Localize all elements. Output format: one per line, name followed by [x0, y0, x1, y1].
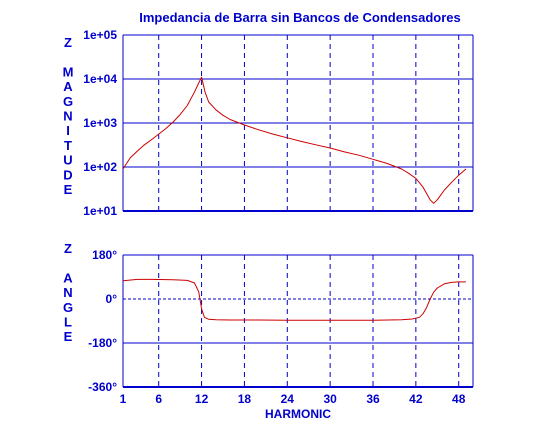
y-label-letter: G — [63, 300, 73, 315]
grid — [123, 34, 473, 388]
y-label-letter: Z — [64, 35, 72, 50]
y-label-letter: D — [63, 167, 72, 182]
x-tick-label: 18 — [238, 392, 252, 406]
x-tick-label: 6 — [155, 392, 162, 406]
y-label-letter: M — [63, 64, 74, 79]
axes — [122, 35, 474, 387]
x-tick-label: 48 — [452, 392, 466, 406]
mag-tick-label: 1e+01 — [83, 204, 117, 218]
mag-tick-label: 1e+02 — [83, 160, 117, 174]
y-label-letter: I — [66, 123, 70, 138]
magnitude-curve — [122, 76, 467, 204]
y-label-letter: N — [63, 109, 72, 124]
x-tick-label: 42 — [409, 392, 423, 406]
ang-tick-label: 0° — [106, 292, 118, 306]
ang-tick-label: 180° — [92, 248, 117, 262]
mag-tick-label: 1e+03 — [83, 116, 117, 130]
y-label-letter: L — [64, 315, 72, 330]
series — [122, 76, 467, 321]
x-tick-label: 1 — [120, 392, 127, 406]
x-axis-label: HARMONIC — [265, 407, 331, 421]
y-label-letter: N — [63, 285, 72, 300]
y-label-letter: A — [63, 270, 73, 285]
y-label-letter: T — [64, 138, 72, 153]
x-tick-label: 12 — [195, 392, 209, 406]
ang-tick-label: -180° — [88, 336, 117, 350]
y-label-letter: A — [63, 79, 73, 94]
y-label-letter: G — [63, 94, 73, 109]
y-label-letter: U — [63, 153, 72, 168]
y-label-letter: E — [64, 182, 73, 197]
mag-tick-label: 1e+04 — [83, 72, 117, 86]
x-tick-label: 24 — [281, 392, 295, 406]
angle-curve — [122, 278, 466, 321]
mag-tick-label: 1e+05 — [83, 28, 117, 42]
x-tick-label: 30 — [323, 392, 337, 406]
x-tick-label: 36 — [366, 392, 380, 406]
ang-tick-label: -360° — [88, 380, 117, 394]
y-label-letter: Z — [64, 241, 72, 256]
chart-title: Impedancia de Barra sin Bancos de Conden… — [139, 10, 461, 25]
y-label-letter: E — [64, 329, 73, 344]
tick-labels: 1e+05 1e+04 1e+03 1e+02 1e+01 180° 0° -180° -360… — [83, 28, 465, 406]
